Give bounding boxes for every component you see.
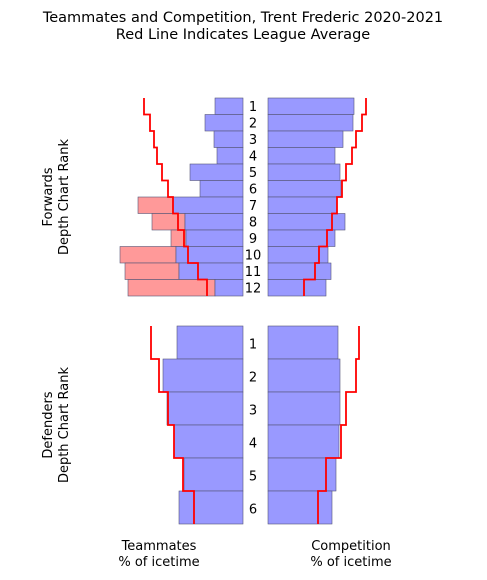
forwards-rank-label-1: 1	[249, 100, 257, 115]
xlabel-teammates-line-1: Teammates	[121, 539, 197, 554]
forwards-teammates-bar-10	[175, 246, 244, 264]
defenders-competition-bar-2	[267, 358, 341, 393]
xlabel-teammates-line-2: % of icetime	[118, 555, 199, 570]
forwards-competition-bar-5	[267, 163, 341, 181]
forwards-teammates-bar-8	[184, 213, 244, 231]
defenders-competition-bar-1	[267, 325, 339, 360]
defenders-competition-bar-3	[267, 391, 341, 426]
defenders-rank-label-6: 6	[249, 503, 257, 518]
forwards-rank-label-11: 11	[245, 265, 262, 280]
forwards-rank-label-7: 7	[249, 199, 257, 214]
forwards-competition-bar-1	[267, 97, 355, 115]
defenders-ylabel-line-1: Defenders	[41, 391, 56, 458]
forwards-teammates-bar-6	[199, 180, 244, 198]
forwards-competition-bar-9	[267, 229, 336, 247]
defenders-teammates-league-line	[150, 326, 195, 524]
forwards-competition-bar-7	[267, 196, 338, 214]
forwards-teammates-excess-bar-10	[119, 246, 177, 264]
chart-title: Teammates and Competition, Trent Frederi…	[42, 10, 443, 26]
forwards-teammates-league-line	[143, 98, 208, 296]
defenders-competition-league-line	[317, 326, 360, 524]
forwards-competition-bar-3	[267, 130, 344, 148]
defenders-teammates-bar-1	[176, 325, 244, 360]
forwards-ylabel-line-1: Forwards	[41, 167, 56, 226]
defenders-teammates-bar-4	[173, 424, 244, 459]
forwards-teammates-bar-1	[214, 97, 244, 115]
forwards-teammates-bar-4	[216, 147, 244, 165]
defenders-teammates-bar-6	[178, 490, 244, 525]
forwards-teammates-bar-11	[178, 262, 244, 280]
forwards-teammates-bar-9	[185, 229, 244, 247]
forwards-competition-bar-8	[267, 213, 346, 231]
forwards-competition-bar-11	[267, 262, 332, 280]
forwards-ylabel-line-2: Depth Chart Rank	[57, 139, 72, 256]
forwards-rank-label-8: 8	[249, 215, 257, 230]
defenders-competition-bar-5	[267, 457, 337, 492]
defenders-competition-bar-6	[267, 490, 333, 525]
defenders-teammates-bar-5	[183, 457, 244, 492]
forwards-teammates-bar-12	[214, 279, 244, 297]
forwards-teammates-excess-bar-12	[127, 279, 216, 297]
forwards-competition-bar-2	[267, 114, 354, 132]
defenders-competition-bar-4	[267, 424, 340, 459]
forwards-competition-bar-4	[267, 147, 336, 165]
forwards-rank-label-3: 3	[249, 133, 257, 148]
forwards-teammates-excess-bar-7	[137, 196, 174, 214]
defenders-rank-label-3: 3	[249, 404, 257, 419]
forwards-rank-label-4: 4	[249, 149, 257, 164]
defenders-rank-label-4: 4	[249, 437, 257, 452]
chart-subtitle: Red Line Indicates League Average	[116, 27, 370, 43]
forwards-teammates-bar-3	[213, 130, 244, 148]
xlabel-competition-line-2: % of icetime	[310, 555, 391, 570]
defenders-rank-label-1: 1	[249, 338, 257, 353]
forwards-rank-label-9: 9	[249, 232, 257, 247]
forwards-competition-league-line	[303, 98, 367, 296]
forwards-rank-label-5: 5	[249, 166, 257, 181]
defenders-teammates-bar-2	[162, 358, 244, 393]
defenders-teammates-bar-3	[166, 391, 244, 426]
forwards-teammates-bar-5	[189, 163, 244, 181]
forwards-teammates-bar-7	[172, 196, 244, 214]
forwards-teammates-excess-bar-8	[151, 213, 186, 231]
forwards-competition-bar-6	[267, 180, 342, 198]
forwards-rank-label-10: 10	[245, 248, 262, 263]
forwards-rank-label-2: 2	[249, 116, 257, 131]
defenders-ylabel-line-2: Depth Chart Rank	[57, 367, 72, 484]
forwards-rank-label-6: 6	[249, 182, 257, 197]
forwards-teammates-bar-2	[204, 114, 244, 132]
forwards-teammates-excess-bar-11	[124, 262, 180, 280]
defenders-rank-label-5: 5	[249, 470, 257, 485]
xlabel-competition-line-1: Competition	[311, 539, 391, 554]
forwards-rank-label-12: 12	[245, 281, 262, 296]
forwards-competition-bar-12	[267, 279, 327, 297]
defenders-rank-label-2: 2	[249, 371, 257, 386]
